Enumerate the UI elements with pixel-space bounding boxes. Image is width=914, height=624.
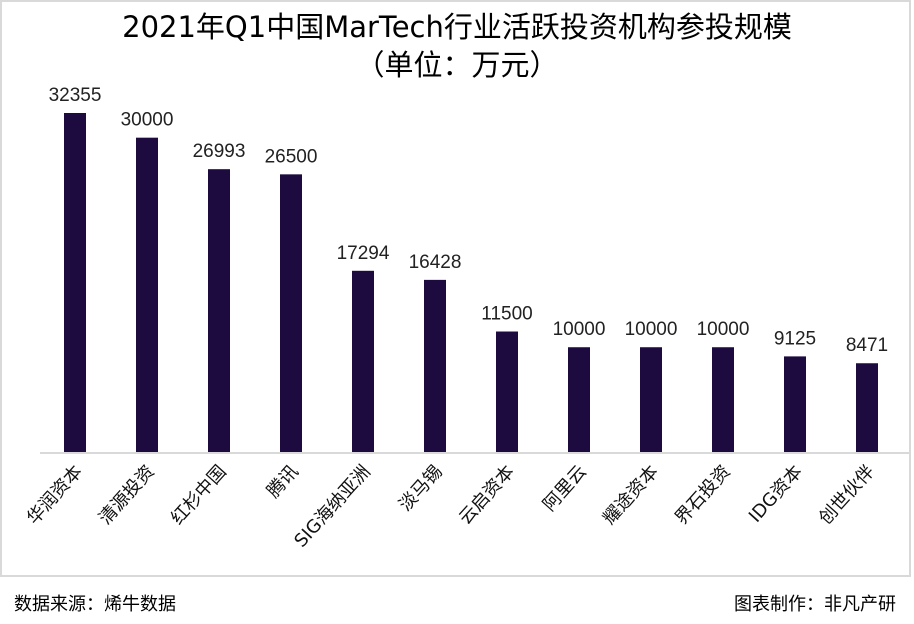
category-label: 腾讯 [263, 461, 303, 502]
bar [496, 331, 518, 452]
bar [640, 347, 662, 452]
category-label: 创世伙伴 [815, 461, 879, 529]
data-label: 16428 [409, 252, 462, 273]
category-label: IDG资本 [745, 461, 807, 526]
bar [280, 174, 302, 452]
data-label: 26993 [193, 141, 246, 162]
category-label: 云启资本 [455, 461, 519, 529]
bar [712, 347, 734, 452]
data-label: 10000 [625, 319, 678, 340]
chart-title: 2021年Q1中国MarTech行业活跃投资机构参投规模 （单位：万元） [0, 8, 914, 84]
category-label: 阿里云 [539, 461, 591, 515]
data-label: 8471 [846, 335, 888, 356]
data-label: 10000 [697, 319, 750, 340]
category-label: 耀途资本 [599, 461, 663, 529]
data-label: 32355 [49, 85, 102, 106]
subtitle-line: （单位：万元） [355, 48, 559, 82]
category-label: 淡马锡 [395, 461, 447, 515]
data-label: 17294 [337, 243, 390, 264]
data-label: 9125 [774, 328, 816, 349]
bar-chart: 32355 华润资本 30000 清源投资 26993 红杉中国 26500 腾讯 17294 S… [23, 85, 910, 552]
category-label: SIG海纳亚洲 [290, 461, 374, 551]
category-label: 清源投资 [95, 461, 159, 529]
bar [424, 279, 446, 452]
chart-frame [0, 0, 911, 577]
bar [352, 270, 374, 452]
category-label: 红杉中国 [167, 461, 231, 529]
bar [784, 356, 806, 452]
category-label: 界石投资 [671, 461, 735, 529]
credit-note: 图表制作：非凡产研 [734, 594, 896, 615]
title-line: 2021年Q1中国MarTech行业活跃投资机构参投规模 [122, 10, 792, 44]
bar [64, 113, 86, 452]
source-note: 数据来源：烯牛数据 [14, 594, 176, 615]
data-label: 30000 [121, 110, 174, 131]
bar [208, 169, 230, 453]
bar [136, 137, 158, 452]
data-label: 11500 [481, 304, 532, 325]
bar [856, 363, 878, 452]
data-label: 26500 [265, 146, 318, 167]
category-label: 华润资本 [23, 461, 87, 529]
data-label: 10000 [553, 319, 606, 340]
bar [568, 347, 590, 452]
